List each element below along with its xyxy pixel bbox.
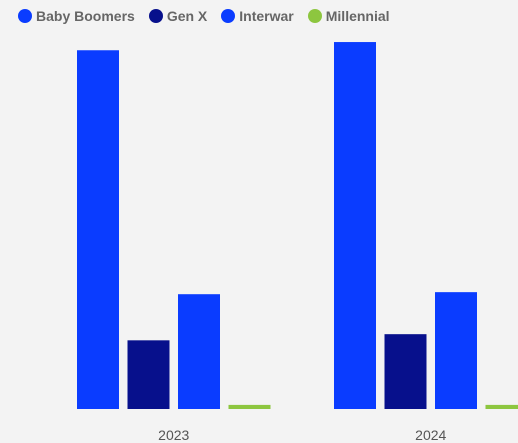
bar-baby-boomers-2023[interactable]	[77, 50, 119, 409]
x-tick-label-2024: 2024	[415, 427, 446, 443]
legend-swatch-gen-x	[148, 9, 163, 23]
legend-label-interwar: Interwar	[239, 8, 294, 24]
bar-baby-boomers-2024[interactable]	[334, 42, 376, 410]
legend-item-baby-boomers[interactable]: Baby Boomers	[18, 8, 135, 24]
bar-millennial-2024[interactable]	[485, 404, 518, 409]
legend: Baby Boomers Gen X Interwar Millennial	[18, 8, 404, 24]
bar-interwar-2024[interactable]	[435, 292, 477, 409]
legend-label-millennial: Millennial	[325, 8, 390, 24]
legend-item-interwar[interactable]: Interwar	[221, 8, 294, 24]
bar-interwar-2023[interactable]	[178, 294, 220, 409]
bar-gen-x-2023[interactable]	[127, 340, 170, 409]
bars-group	[77, 42, 518, 410]
x-tick-label-2023: 2023	[158, 427, 189, 443]
legend-swatch-interwar	[221, 9, 236, 23]
legend-swatch-baby-boomers	[18, 9, 32, 23]
legend-item-gen-x[interactable]: Gen X	[148, 8, 208, 24]
legend-item-millennial[interactable]: Millennial	[307, 8, 390, 24]
legend-label-baby-boomers: Baby Boomers	[36, 8, 135, 24]
legend-label-gen-x: Gen X	[166, 8, 208, 24]
bar-gen-x-2024[interactable]	[384, 334, 427, 409]
bar-millennial-2023[interactable]	[228, 404, 271, 409]
x-axis-ticks: 2023 2024	[158, 427, 446, 443]
legend-swatch-millennial	[307, 9, 322, 23]
